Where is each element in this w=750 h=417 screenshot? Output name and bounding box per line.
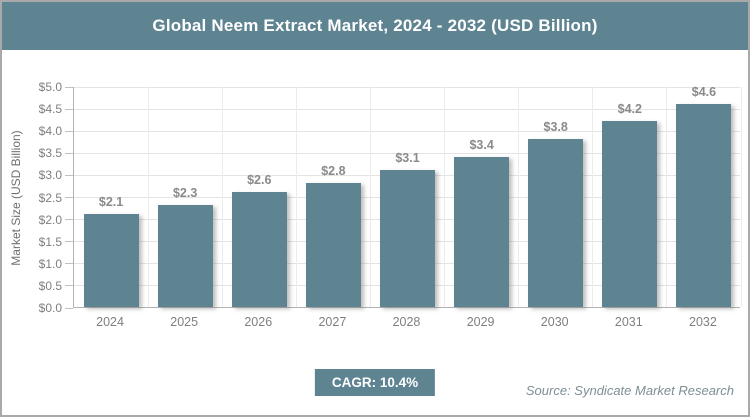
vertical-gridline xyxy=(592,87,594,307)
y-tick-label: $3.0 xyxy=(38,168,62,183)
x-tick-label: 2031 xyxy=(614,315,643,329)
bar-value-label: $4.6 xyxy=(691,84,717,99)
y-tick-label: $4.0 xyxy=(38,124,62,139)
y-tick-mark xyxy=(65,174,73,176)
x-tick-label: 2029 xyxy=(466,315,495,329)
vertical-gridline xyxy=(518,87,520,307)
x-tick-label: 2025 xyxy=(170,315,199,329)
bar-2025 xyxy=(157,205,213,307)
x-tick-label: 2026 xyxy=(244,315,273,329)
bar-2032 xyxy=(676,103,732,307)
bar-value-label: $3.8 xyxy=(543,120,568,135)
x-tick-label: 2030 xyxy=(540,315,569,329)
x-axis-labels: 2024 2025 2026 2027 2028 2029 2030 2031 2032 xyxy=(73,315,740,333)
plot-area: $2.1 $2.3 $2.6 $2.8 $3.1 $3.4 $3.8 $4.2 $4.6 xyxy=(73,84,742,308)
bar-2026 xyxy=(231,192,287,307)
chart-title: Global Neem Extract Market, 2024 - 2032 … xyxy=(152,16,598,35)
bar-value-label: $2.3 xyxy=(172,186,198,201)
y-tick-mark xyxy=(65,285,73,287)
source-note: Source: Syndicate Market Research xyxy=(525,383,734,398)
vertical-gridline xyxy=(369,87,371,307)
bar-value-label: $2.8 xyxy=(321,164,346,179)
y-tick-mark xyxy=(65,108,73,110)
vertical-gridline xyxy=(740,87,742,307)
vertical-gridline xyxy=(147,87,149,307)
bar-2024 xyxy=(83,214,139,307)
vertical-gridline xyxy=(221,87,223,307)
y-axis-tick-marks xyxy=(65,86,73,309)
y-tick-mark xyxy=(65,197,73,198)
bar-2028 xyxy=(380,169,435,307)
x-tick-label: 2024 xyxy=(96,315,124,329)
y-tick-label: $5.0 xyxy=(38,80,62,94)
x-tick-label: 2027 xyxy=(318,315,347,329)
y-tick-label: $0.0 xyxy=(38,301,62,315)
x-tick-label: 2028 xyxy=(392,315,421,329)
chart-title-bar: Global Neem Extract Market, 2024 - 2032 … xyxy=(2,2,748,50)
y-tick-label: $2.5 xyxy=(38,190,62,205)
y-tick-label: $3.5 xyxy=(38,146,62,161)
vertical-gridline xyxy=(444,87,446,307)
y-tick-label: $4.5 xyxy=(38,102,62,117)
y-tick-mark xyxy=(65,241,73,243)
bar-2027 xyxy=(305,183,361,307)
cagr-badge: CAGR: 10.4% xyxy=(314,369,436,396)
vertical-gridline xyxy=(666,87,668,307)
vertical-gridline xyxy=(295,87,297,307)
y-tick-mark xyxy=(65,130,73,132)
bar-value-label: $3.1 xyxy=(395,150,420,165)
y-tick-label: $1.0 xyxy=(38,256,62,271)
bar-2029 xyxy=(454,156,510,307)
bar-2030 xyxy=(528,139,584,307)
bar-2031 xyxy=(602,121,658,307)
bar-value-label: $3.4 xyxy=(469,137,494,152)
bar-value-label: $2.6 xyxy=(247,173,272,188)
horizontal-gridline xyxy=(74,130,740,132)
y-tick-mark xyxy=(65,263,73,265)
y-tick-mark xyxy=(65,152,73,154)
horizontal-gridline xyxy=(74,152,740,154)
y-tick-label: $2.0 xyxy=(38,212,62,227)
y-tick-label: $0.5 xyxy=(38,278,62,293)
bar-value-label: $2.1 xyxy=(98,195,124,210)
horizontal-gridline xyxy=(74,86,740,88)
horizontal-gridline xyxy=(74,108,740,110)
bar-value-label: $4.2 xyxy=(617,102,642,117)
y-tick-mark xyxy=(65,86,73,88)
y-tick-label: $1.5 xyxy=(38,234,62,249)
y-tick-mark xyxy=(65,219,73,221)
x-tick-label: 2032 xyxy=(689,315,717,329)
y-axis-labels: $0.0 $0.5 $1.0 $1.5 $2.0 $2.5 $3.0 $3.5 $4.0 $4.5… xyxy=(2,80,62,315)
y-tick-mark xyxy=(65,307,73,309)
